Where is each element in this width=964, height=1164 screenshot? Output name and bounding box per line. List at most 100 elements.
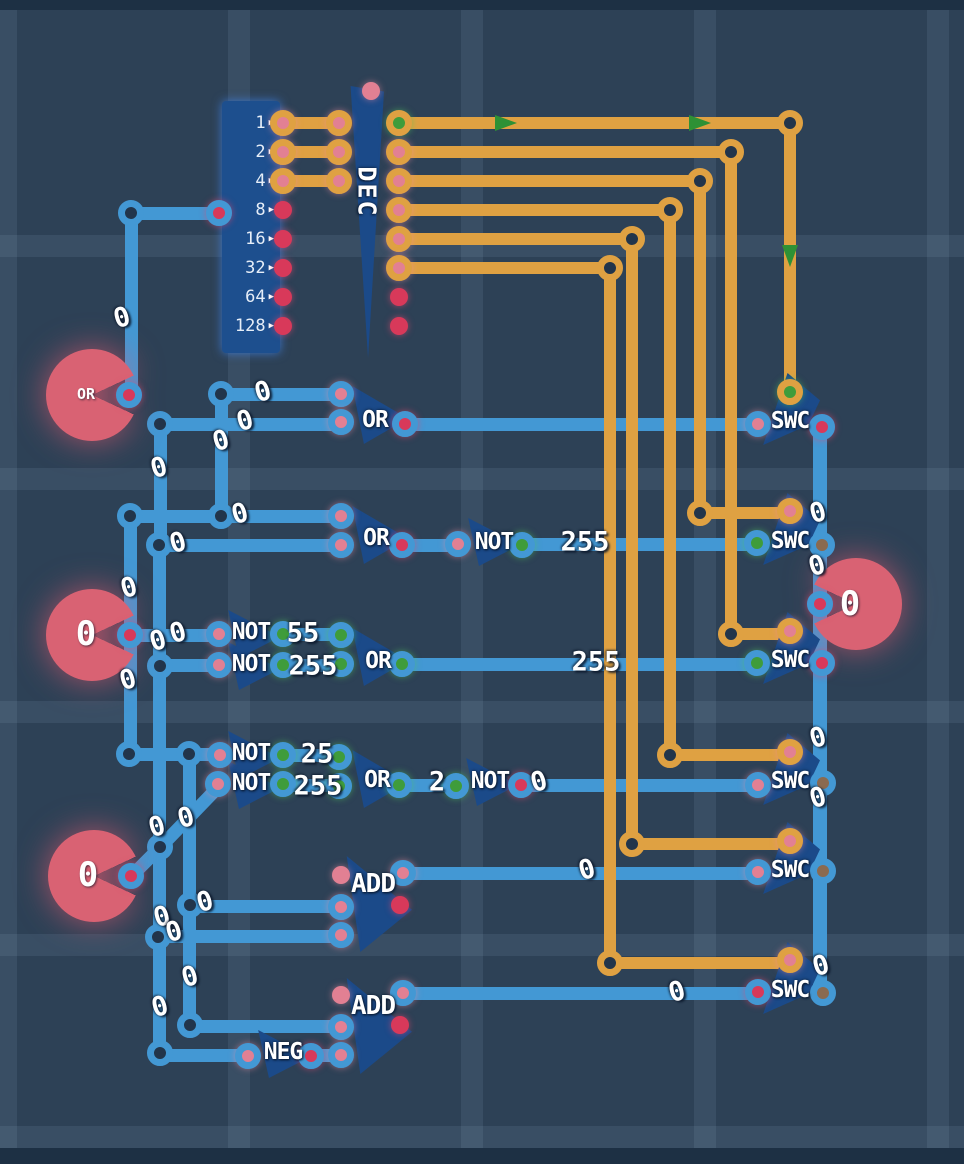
swc2-enable-pin[interactable]	[777, 498, 803, 524]
dec-in4-pin[interactable]	[326, 168, 352, 194]
swc5-out-pin[interactable]	[810, 858, 836, 884]
dec-gate-body[interactable]	[350, 86, 384, 358]
add1-in3-pin[interactable]	[328, 922, 354, 948]
wire-dec-out5-v[interactable]	[626, 233, 638, 850]
not2-in-pin[interactable]	[206, 652, 232, 678]
swc2-in-pin[interactable]	[744, 530, 770, 556]
or2-out-pin[interactable]	[389, 532, 415, 558]
wire-dec-out5-h[interactable]	[393, 233, 638, 245]
swc5-in-pin[interactable]	[745, 859, 771, 885]
splitter-bit2-pin[interactable]	[270, 139, 296, 165]
splitter-bit8-pin[interactable]	[274, 201, 292, 219]
or2-in2-pin[interactable]	[328, 532, 354, 558]
swc5-enable-pin[interactable]	[777, 828, 803, 854]
splitter-bit128-pin[interactable]	[274, 317, 292, 335]
swc3-in-pin[interactable]	[744, 650, 770, 676]
add2-sum-pin[interactable]	[390, 980, 416, 1006]
dec-out3-pin[interactable]	[386, 168, 412, 194]
wire-byte-input-vert[interactable]	[125, 207, 138, 401]
dec-out1-pin[interactable]	[386, 110, 412, 136]
not5-out-pin[interactable]	[508, 772, 534, 798]
not2-out-pin[interactable]	[270, 652, 296, 678]
not4-out-pin[interactable]	[270, 771, 296, 797]
wire-dec-out6-v[interactable]	[604, 262, 616, 969]
swc6-out-pin[interactable]	[810, 980, 836, 1006]
swc6-in-pin[interactable]	[745, 979, 771, 1005]
splitter-input-pin[interactable]	[206, 200, 232, 226]
wire-dec-out6-h2[interactable]	[604, 957, 796, 969]
dec-disable-pin[interactable]	[362, 82, 380, 100]
add2-in3-pin[interactable]	[328, 1042, 354, 1068]
wire-neg-in[interactable]	[154, 1049, 254, 1062]
not1-out-pin[interactable]	[270, 621, 296, 647]
swc4-in-pin[interactable]	[745, 772, 771, 798]
byte-splitter-body[interactable]	[222, 101, 280, 353]
or4-out-pin[interactable]	[386, 772, 412, 798]
wire-byte-input-horiz[interactable]	[125, 207, 225, 220]
not6-out-pin[interactable]	[509, 532, 535, 558]
dec-in2-pin[interactable]	[326, 139, 352, 165]
splitter-bit1-pin[interactable]	[270, 110, 296, 136]
swc1-enable-pin[interactable]	[777, 379, 803, 405]
wire-add2-to-swc6[interactable]	[397, 987, 764, 1000]
wire-add1-in3[interactable]	[152, 930, 347, 943]
or3-in2-pin[interactable]	[328, 651, 354, 677]
wire-not5-to-swc4[interactable]	[515, 779, 764, 792]
or1-in1-pin[interactable]	[328, 381, 354, 407]
input-or-pin[interactable]	[116, 382, 142, 408]
not6-in-pin[interactable]	[445, 531, 471, 557]
input-zero-bottom-pin[interactable]	[118, 863, 144, 889]
swc1-out-pin[interactable]	[809, 414, 835, 440]
wire-vert-190a[interactable]	[183, 748, 196, 911]
or1-out-pin[interactable]	[392, 411, 418, 437]
swc6-enable-pin[interactable]	[777, 947, 803, 973]
swc3-out-pin[interactable]	[809, 650, 835, 676]
or3-out-pin[interactable]	[389, 651, 415, 677]
wire-or2-in1[interactable]	[124, 510, 347, 523]
wire-dec-out4-v[interactable]	[664, 204, 676, 761]
not3-in-pin[interactable]	[207, 742, 233, 768]
dec-out8-pin[interactable]	[390, 317, 408, 335]
wire-or1-in2[interactable]	[154, 418, 347, 431]
neg-in-pin[interactable]	[235, 1043, 261, 1069]
wire-not1-in[interactable]	[124, 629, 225, 642]
add2-in2-pin[interactable]	[328, 1014, 354, 1040]
wire-dec-out3-h2[interactable]	[694, 507, 796, 519]
splitter-bit16-pin[interactable]	[274, 230, 292, 248]
wire-or1-in1[interactable]	[215, 388, 347, 401]
splitter-bit32-pin[interactable]	[274, 259, 292, 277]
swc4-enable-pin[interactable]	[777, 739, 803, 765]
output-zero-pin[interactable]	[807, 591, 833, 617]
or4-in1-pin[interactable]	[326, 744, 352, 770]
wire-dec-out4-h2[interactable]	[664, 749, 796, 761]
or2-in1-pin[interactable]	[328, 503, 354, 529]
or1-in2-pin[interactable]	[328, 409, 354, 435]
wire-add2-in2[interactable]	[184, 1020, 347, 1033]
not3-out-pin[interactable]	[270, 742, 296, 768]
or3-in1-pin[interactable]	[328, 622, 354, 648]
wire-dec-out6-h[interactable]	[393, 262, 616, 274]
add2-carry-out-pin[interactable]	[391, 1016, 409, 1034]
input-zero-mid-pin[interactable]	[117, 622, 143, 648]
add1-sum-pin[interactable]	[390, 860, 416, 886]
add2-carry-in-pin[interactable]	[332, 986, 350, 1004]
wire-or2-in2[interactable]	[153, 539, 347, 552]
swc4-out-pin[interactable]	[810, 770, 836, 796]
add1-in2-pin[interactable]	[328, 894, 354, 920]
dec-out7-pin[interactable]	[390, 288, 408, 306]
splitter-bit64-pin[interactable]	[274, 288, 292, 306]
swc2-out-pin[interactable]	[809, 532, 835, 558]
wire-dec-out4-h[interactable]	[393, 204, 676, 216]
not1-in-pin[interactable]	[206, 621, 232, 647]
not4-in-pin[interactable]	[205, 771, 231, 797]
wire-not6-to-swc2[interactable]	[516, 538, 764, 551]
wire-dec-out3-v[interactable]	[694, 175, 706, 519]
not5-in-pin[interactable]	[443, 773, 469, 799]
add1-carry-in-pin[interactable]	[332, 866, 350, 884]
swc1-in-pin[interactable]	[745, 411, 771, 437]
wire-dec-out5-h2[interactable]	[626, 838, 796, 850]
neg-out-pin[interactable]	[298, 1043, 324, 1069]
dec-out5-pin[interactable]	[386, 226, 412, 252]
wire-add1-in2[interactable]	[184, 900, 347, 913]
